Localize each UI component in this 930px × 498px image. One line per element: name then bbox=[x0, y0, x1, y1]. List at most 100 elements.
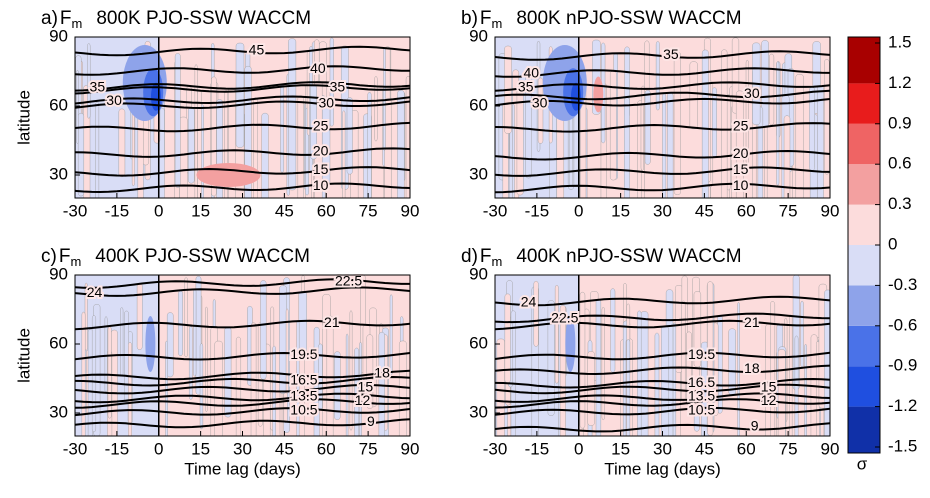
contour-label: 30 bbox=[744, 85, 760, 101]
contour-label: 19.5 bbox=[290, 346, 317, 362]
shade-stripe bbox=[285, 308, 289, 394]
shade-stripe bbox=[689, 61, 698, 130]
shade-stripe bbox=[194, 64, 198, 198]
shade-stripe bbox=[136, 282, 143, 350]
x-tick-label: 45 bbox=[695, 201, 714, 220]
shade-stripe bbox=[516, 88, 524, 196]
shade-stripe bbox=[824, 289, 830, 436]
shade-stripe bbox=[235, 42, 245, 148]
colorbar-tick-label: -0.9 bbox=[888, 356, 917, 375]
contour-label: 35 bbox=[663, 46, 679, 62]
shade-stripe bbox=[693, 291, 702, 368]
x-tick-label: 60 bbox=[317, 439, 336, 458]
shade-stripe bbox=[777, 349, 786, 436]
contour-label: 15 bbox=[358, 378, 374, 394]
shade-stripe bbox=[533, 280, 539, 347]
contour-label: 21 bbox=[744, 314, 760, 330]
x-tick-label: 90 bbox=[401, 439, 420, 458]
colorbar-bin bbox=[848, 325, 880, 367]
shade-stripe bbox=[91, 315, 96, 433]
contour-line bbox=[75, 84, 410, 95]
x-tick-label: -15 bbox=[105, 201, 130, 220]
x-tick-label: -15 bbox=[525, 201, 550, 220]
contour-label: 30 bbox=[532, 94, 548, 110]
x-tick-label: 15 bbox=[191, 201, 210, 220]
shade-blob bbox=[565, 316, 576, 372]
contour-label: 30 bbox=[318, 94, 334, 110]
shade-stripe bbox=[783, 115, 791, 198]
shade-stripe bbox=[188, 107, 195, 184]
shade-stripe bbox=[367, 92, 372, 198]
colorbar-label: σ bbox=[857, 454, 868, 473]
contour-label: 10 bbox=[313, 177, 329, 193]
y-tick-label: 30 bbox=[469, 402, 488, 421]
contour-line bbox=[495, 182, 830, 194]
title-title: 800K nPJO-SSW WACCM bbox=[516, 8, 741, 29]
title-panel-label: d) bbox=[461, 246, 478, 267]
x-tick-label: 30 bbox=[233, 439, 252, 458]
title-panel-label: b) bbox=[461, 8, 478, 29]
x-tick-label: 90 bbox=[401, 201, 420, 220]
x-tick-label: 15 bbox=[191, 439, 210, 458]
shade-stripe bbox=[525, 69, 532, 179]
title-subscript: m bbox=[492, 254, 503, 269]
shade-stripe bbox=[579, 291, 586, 429]
shade-stripe bbox=[288, 38, 297, 191]
shade-stripe bbox=[804, 344, 807, 436]
x-tick-label: 75 bbox=[359, 439, 378, 458]
shade-stripe bbox=[399, 340, 407, 436]
x-tick-label: 60 bbox=[317, 201, 336, 220]
contour-line bbox=[495, 422, 830, 433]
contour-line bbox=[495, 81, 830, 92]
contour-label: 35 bbox=[330, 78, 346, 94]
contour-label: 10 bbox=[733, 177, 749, 193]
contour-label: 15 bbox=[733, 161, 749, 177]
colorbar-bin bbox=[848, 164, 880, 205]
shade-stripe bbox=[326, 315, 334, 436]
shade-stripe bbox=[87, 43, 91, 119]
shade-stripe bbox=[769, 53, 775, 126]
contour-line bbox=[75, 286, 410, 297]
colorbar-tick-label: 0 bbox=[888, 234, 897, 253]
contour-label: 30 bbox=[106, 92, 122, 108]
contour-line bbox=[75, 81, 410, 92]
shade-stripe bbox=[721, 49, 728, 198]
contour-line bbox=[495, 295, 830, 307]
shade-stripe bbox=[174, 53, 181, 188]
y-axis-label: latitude bbox=[14, 328, 33, 383]
contour-label: 9 bbox=[751, 418, 759, 434]
x-axis-label: Time lag (days) bbox=[184, 459, 301, 478]
contour-line bbox=[75, 319, 410, 331]
contour-label: 45 bbox=[249, 42, 265, 58]
x-tick-label: -15 bbox=[105, 439, 130, 458]
colorbar-bin bbox=[848, 285, 880, 326]
shade-blob bbox=[196, 163, 261, 187]
contour-label: 15 bbox=[313, 161, 329, 177]
shade-stripe bbox=[809, 86, 815, 171]
shade-stripe bbox=[197, 90, 202, 198]
contour-label: 35 bbox=[518, 78, 534, 94]
shade-stripe bbox=[77, 112, 85, 197]
panel-title: a) Fm 800K PJO-SSW WACCM bbox=[41, 8, 311, 31]
shade-stripe bbox=[179, 116, 188, 198]
contour-label: 20 bbox=[313, 143, 329, 159]
x-tick-label: 30 bbox=[653, 439, 672, 458]
y-tick-label: 30 bbox=[49, 402, 68, 421]
contour-line bbox=[75, 121, 410, 133]
x-tick-label: 60 bbox=[737, 439, 756, 458]
contour-label: 40 bbox=[524, 65, 540, 81]
contour-label: 15 bbox=[761, 378, 777, 394]
shade-stripe bbox=[250, 322, 257, 436]
contour-label: 13.5 bbox=[290, 388, 317, 404]
shade-stripe bbox=[712, 87, 717, 158]
contour-line bbox=[495, 398, 830, 409]
shade-stripe bbox=[397, 90, 405, 198]
shade-stripe bbox=[389, 294, 393, 376]
x-tick-label: 75 bbox=[779, 439, 798, 458]
shade-stripe bbox=[672, 322, 677, 436]
panel bbox=[75, 275, 410, 436]
contour-label: 12 bbox=[355, 392, 371, 408]
shade-stripe bbox=[354, 347, 360, 436]
contour-line bbox=[495, 149, 830, 161]
shade-stripe bbox=[701, 49, 709, 198]
